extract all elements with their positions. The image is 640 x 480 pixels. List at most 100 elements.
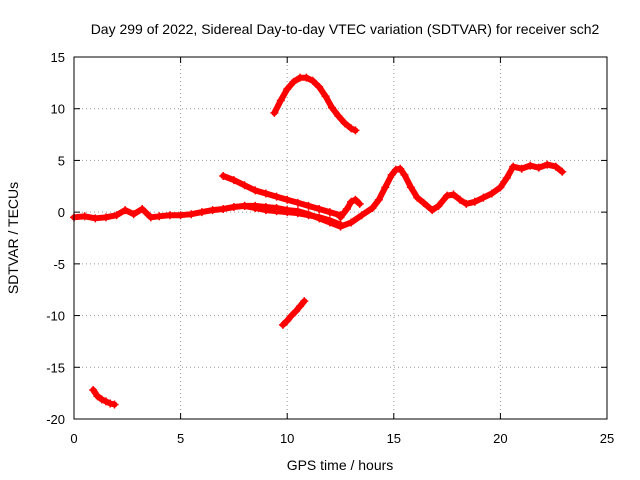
data-point [197, 208, 206, 217]
data-point [462, 199, 471, 208]
data-point [283, 195, 292, 204]
data-point [287, 311, 296, 320]
data-point [97, 395, 106, 404]
data-point [261, 206, 270, 215]
data-point [270, 108, 279, 117]
data-point [443, 191, 452, 200]
data-point [347, 124, 356, 133]
data-point [93, 392, 102, 401]
data-point [208, 206, 217, 215]
data-point [455, 195, 464, 204]
series-line [271, 74, 359, 134]
data-point [336, 220, 345, 229]
data-point [315, 82, 324, 91]
data-point [396, 164, 405, 173]
data-point [146, 213, 155, 222]
y-tick-label: -10 [46, 309, 65, 324]
data-point [347, 197, 356, 206]
data-point [261, 189, 270, 198]
data-marks [70, 73, 567, 409]
data-point [101, 213, 110, 222]
data-point [387, 170, 396, 179]
x-axis-label: GPS time / hours [287, 457, 394, 473]
data-point [165, 211, 174, 220]
data-point [351, 126, 360, 135]
grid [73, 56, 608, 420]
data-point [110, 400, 119, 409]
x-tick-label: 10 [280, 431, 294, 446]
data-point [449, 190, 458, 199]
series-descending-segment [278, 297, 309, 329]
data-point [558, 167, 567, 176]
data-point [229, 176, 238, 185]
data-point [517, 164, 526, 173]
data-point [289, 77, 298, 86]
y-tick-label: 10 [51, 102, 65, 117]
data-point [300, 297, 309, 306]
series-arc [270, 73, 360, 135]
x-tick-label: 15 [387, 431, 401, 446]
plot-frame [73, 56, 608, 420]
data-point [304, 201, 313, 210]
data-point [229, 202, 238, 211]
series-spike-branch [336, 195, 364, 222]
data-point [293, 209, 302, 218]
series-lower-left-segment [89, 386, 119, 409]
data-point [278, 320, 287, 329]
data-point [357, 211, 366, 220]
data-point [543, 160, 552, 169]
data-point [91, 214, 100, 223]
data-point [251, 186, 260, 195]
y-tick-label: -20 [46, 412, 65, 427]
data-point [509, 162, 518, 171]
data-point [89, 386, 98, 395]
data-point [240, 181, 249, 190]
data-point [106, 399, 115, 408]
data-point [283, 208, 292, 217]
data-point [283, 316, 292, 325]
y-tick-label: 15 [51, 50, 65, 65]
x-tick-label: 25 [600, 431, 614, 446]
y-tick-label: -15 [46, 360, 65, 375]
data-point [391, 165, 400, 174]
series-mid-branch [240, 201, 345, 229]
data-point [428, 206, 437, 215]
data-point [291, 307, 300, 316]
tick-labels: 0 5 10 15 20 25 -20 -15 -10 -5 0 5 10 15 [46, 50, 614, 446]
data-point [315, 213, 324, 222]
data-point [355, 199, 364, 208]
data-point [342, 205, 351, 214]
data-point [138, 205, 147, 214]
data-point [534, 163, 543, 172]
data-point [487, 189, 496, 198]
data-point [187, 210, 196, 219]
data-point [304, 211, 313, 220]
data-point [155, 212, 164, 221]
series-line [241, 202, 344, 228]
data-point [334, 111, 343, 120]
data-point [293, 198, 302, 207]
data-point [479, 193, 488, 202]
data-point [219, 171, 228, 180]
y-axis-label: SDTVAR / TECUs [5, 182, 21, 294]
data-point [413, 193, 422, 202]
data-point [381, 183, 390, 192]
data-point [325, 216, 334, 225]
data-point [272, 207, 281, 216]
data-point [368, 204, 377, 213]
data-point [219, 205, 228, 214]
data-point [325, 208, 334, 217]
data-point [400, 170, 409, 179]
data-point [101, 397, 110, 406]
data-point [496, 183, 505, 192]
data-point [295, 302, 304, 311]
data-point [502, 174, 511, 183]
y-tick-label: 0 [58, 205, 65, 220]
data-point [80, 212, 89, 221]
data-point [176, 211, 185, 220]
data-point [121, 206, 130, 215]
data-point [112, 211, 121, 220]
x-tick-label: 5 [177, 431, 184, 446]
